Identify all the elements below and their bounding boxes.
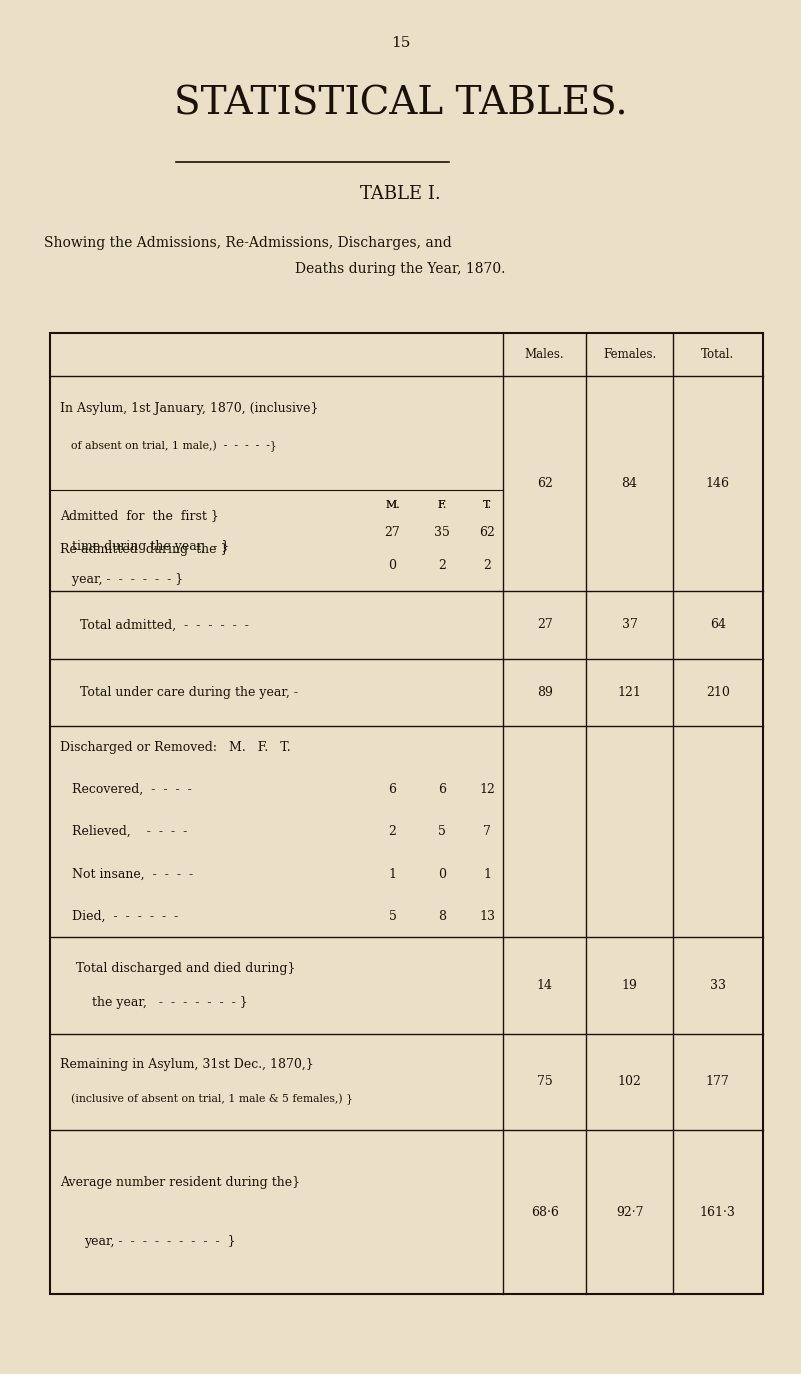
Text: 15: 15 bbox=[391, 36, 410, 49]
Text: 6: 6 bbox=[388, 783, 396, 796]
Text: 84: 84 bbox=[622, 477, 638, 491]
Text: 7: 7 bbox=[483, 826, 491, 838]
Text: Re-admitted  during  the }: Re-admitted during the } bbox=[60, 543, 228, 556]
Text: 75: 75 bbox=[537, 1076, 553, 1088]
Text: 89: 89 bbox=[537, 686, 553, 699]
Text: STATISTICAL TABLES.: STATISTICAL TABLES. bbox=[174, 85, 627, 122]
Text: T.: T. bbox=[482, 500, 492, 510]
Text: TABLE I.: TABLE I. bbox=[360, 185, 441, 203]
Text: 62: 62 bbox=[479, 526, 495, 539]
Text: 102: 102 bbox=[618, 1076, 642, 1088]
Text: 62: 62 bbox=[537, 477, 553, 491]
Text: year, -  -  -  -  -  -  -  -  -  }: year, - - - - - - - - - } bbox=[84, 1235, 235, 1248]
Text: 2: 2 bbox=[388, 826, 396, 838]
Text: 6: 6 bbox=[438, 783, 446, 796]
Text: Showing the Admissions, Re-Admissions, Discharges, and: Showing the Admissions, Re-Admissions, D… bbox=[44, 236, 452, 250]
Text: 35: 35 bbox=[434, 526, 450, 539]
Text: Males.: Males. bbox=[525, 348, 565, 360]
Text: Total discharged and died during}: Total discharged and died during} bbox=[76, 962, 296, 974]
Text: 1: 1 bbox=[388, 867, 396, 881]
Text: 161·3: 161·3 bbox=[700, 1205, 735, 1219]
Text: of absent on trial, 1 male,)  -  -  -  -  -}: of absent on trial, 1 male,) - - - - -} bbox=[64, 441, 277, 452]
Text: 33: 33 bbox=[710, 980, 726, 992]
Text: Discharged or Removed:   M.   F.   T.: Discharged or Removed: M. F. T. bbox=[60, 741, 291, 753]
Text: Females.: Females. bbox=[603, 348, 656, 360]
Text: Total under care during the year, -: Total under care during the year, - bbox=[80, 686, 298, 699]
Text: 12: 12 bbox=[479, 783, 495, 796]
Text: Relieved,    -  -  -  -: Relieved, - - - - bbox=[60, 826, 187, 838]
Text: F.: F. bbox=[437, 500, 447, 510]
Text: 2: 2 bbox=[483, 559, 491, 573]
Text: Average number resident during the}: Average number resident during the} bbox=[60, 1176, 300, 1189]
Text: Remaining in Asylum, 31st Dec., 1870,}: Remaining in Asylum, 31st Dec., 1870,} bbox=[60, 1058, 314, 1070]
Text: (inclusive of absent on trial, 1 male & 5 females,) }: (inclusive of absent on trial, 1 male & … bbox=[64, 1094, 353, 1105]
Text: Died,  -  -  -  -  -  -: Died, - - - - - - bbox=[60, 910, 179, 923]
Text: 5: 5 bbox=[388, 910, 396, 923]
Text: 2: 2 bbox=[438, 559, 446, 573]
Text: 27: 27 bbox=[537, 618, 553, 632]
Text: Recovered,  -  -  -  -: Recovered, - - - - bbox=[60, 783, 191, 796]
Text: 92·7: 92·7 bbox=[616, 1205, 643, 1219]
Text: 210: 210 bbox=[706, 686, 730, 699]
Text: year, -  -  -  -  -  - }: year, - - - - - - } bbox=[64, 573, 183, 587]
Text: 68·6: 68·6 bbox=[531, 1205, 558, 1219]
Text: 121: 121 bbox=[618, 686, 642, 699]
Text: 0: 0 bbox=[438, 867, 446, 881]
Text: M.: M. bbox=[385, 500, 400, 510]
Text: 1: 1 bbox=[483, 867, 491, 881]
Text: F.: F. bbox=[437, 500, 447, 510]
Text: the year,   -  -  -  -  -  -  - }: the year, - - - - - - - } bbox=[92, 996, 248, 1010]
Text: 8: 8 bbox=[438, 910, 446, 923]
Text: Not insane,  -  -  -  -: Not insane, - - - - bbox=[60, 867, 193, 881]
Text: T.: T. bbox=[482, 500, 492, 510]
Text: 37: 37 bbox=[622, 618, 638, 632]
Text: 27: 27 bbox=[384, 526, 400, 539]
Text: 0: 0 bbox=[388, 559, 396, 573]
Text: 19: 19 bbox=[622, 980, 638, 992]
Text: 64: 64 bbox=[710, 618, 726, 632]
Text: 5: 5 bbox=[438, 826, 446, 838]
Text: Total admitted,  -  -  -  -  -  -: Total admitted, - - - - - - bbox=[80, 618, 249, 632]
Text: Total.: Total. bbox=[701, 348, 735, 360]
Text: time during the year,  - }: time during the year, - } bbox=[64, 540, 229, 552]
Text: 146: 146 bbox=[706, 477, 730, 491]
Text: Admitted  for  the  first }: Admitted for the first } bbox=[60, 510, 219, 522]
Text: Deaths during the Year, 1870.: Deaths during the Year, 1870. bbox=[296, 262, 505, 276]
Text: In Asylum, 1st January, 1870, (inclusive}: In Asylum, 1st January, 1870, (inclusive… bbox=[60, 401, 319, 415]
Text: 13: 13 bbox=[479, 910, 495, 923]
Text: 177: 177 bbox=[706, 1076, 730, 1088]
Text: 14: 14 bbox=[537, 980, 553, 992]
Text: M.: M. bbox=[385, 500, 400, 510]
